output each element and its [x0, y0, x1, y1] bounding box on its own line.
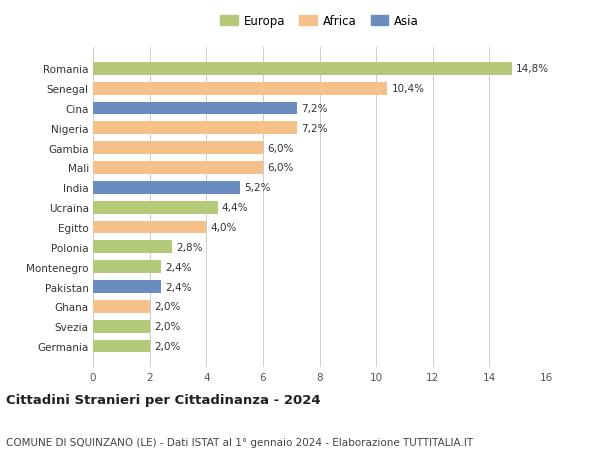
Bar [93, 181, 240, 194]
Bar [93, 221, 206, 234]
Text: 2,4%: 2,4% [165, 282, 191, 292]
Text: 5,2%: 5,2% [244, 183, 271, 193]
Bar [93, 83, 388, 95]
Bar [93, 63, 512, 76]
Bar [93, 122, 297, 135]
Bar [93, 340, 149, 353]
Bar [93, 142, 263, 155]
Text: 2,0%: 2,0% [154, 341, 180, 351]
Text: 4,0%: 4,0% [211, 223, 237, 232]
Text: Cittadini Stranieri per Cittadinanza - 2024: Cittadini Stranieri per Cittadinanza - 2… [6, 393, 320, 406]
Text: 10,4%: 10,4% [392, 84, 425, 94]
Text: 6,0%: 6,0% [267, 143, 293, 153]
Text: 2,4%: 2,4% [165, 262, 191, 272]
Text: COMUNE DI SQUINZANO (LE) - Dati ISTAT al 1° gennaio 2024 - Elaborazione TUTTITAL: COMUNE DI SQUINZANO (LE) - Dati ISTAT al… [6, 437, 473, 448]
Text: 4,4%: 4,4% [222, 203, 248, 213]
Text: 2,0%: 2,0% [154, 302, 180, 312]
Bar [93, 280, 161, 293]
Text: 2,0%: 2,0% [154, 321, 180, 331]
Bar [93, 162, 263, 174]
Bar [93, 320, 149, 333]
Bar [93, 241, 172, 254]
Bar [93, 300, 149, 313]
Bar [93, 201, 218, 214]
Legend: Europa, Africa, Asia: Europa, Africa, Asia [218, 12, 421, 30]
Text: 7,2%: 7,2% [301, 104, 328, 114]
Text: 14,8%: 14,8% [516, 64, 550, 74]
Text: 6,0%: 6,0% [267, 163, 293, 173]
Text: 7,2%: 7,2% [301, 123, 328, 134]
Bar [93, 102, 297, 115]
Text: 2,8%: 2,8% [176, 242, 203, 252]
Bar [93, 261, 161, 274]
